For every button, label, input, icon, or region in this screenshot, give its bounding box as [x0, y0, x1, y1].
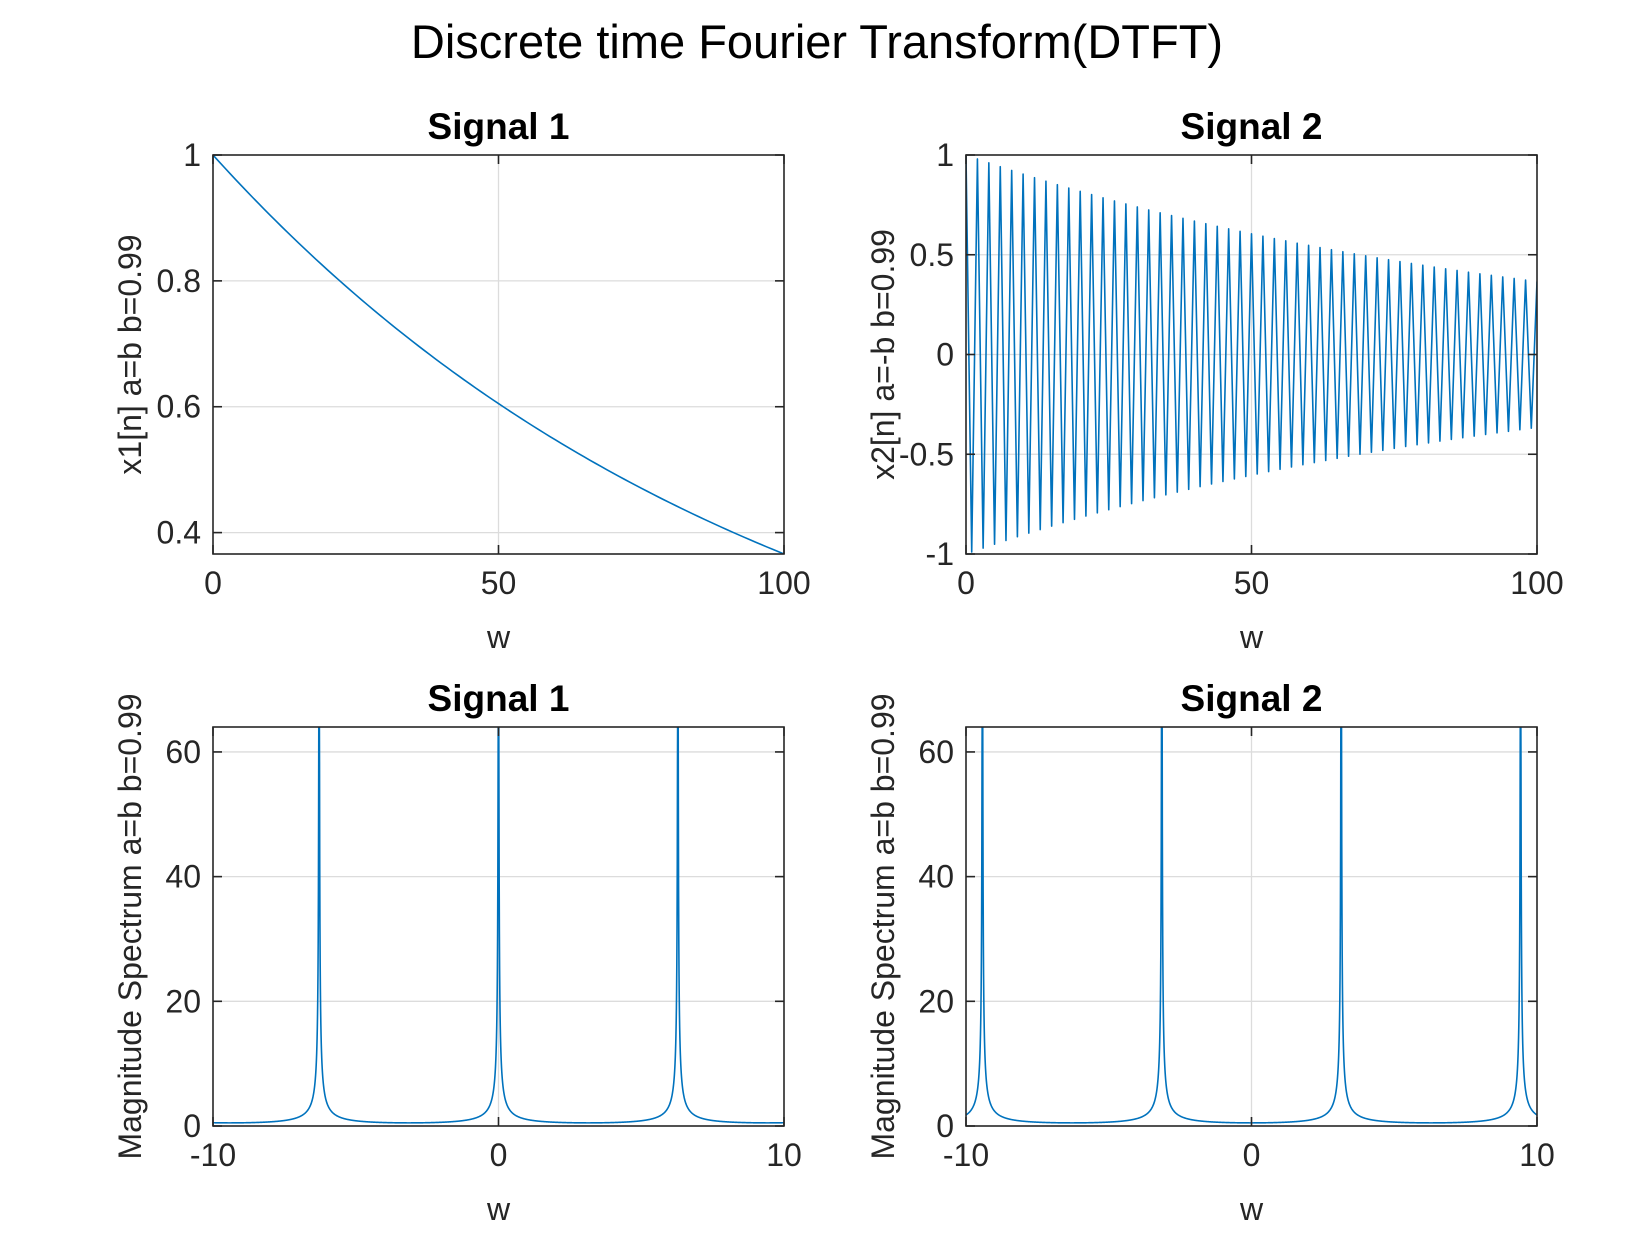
x-axis-label: w — [1239, 1191, 1264, 1227]
axes-title: Signal 2 — [1181, 678, 1323, 719]
figure-title: Discrete time Fourier Transform(DTFT) — [410, 15, 1224, 68]
y-tick-label: 0.6 — [157, 389, 201, 425]
x-tick-label: 10 — [1519, 1137, 1555, 1173]
x-tick-label: 10 — [766, 1137, 802, 1173]
axes-signal2-time: 0 50 100 -1 -0.5 0 0.5 1 Signal 2 w x2[n] a=-b b=0… — [865, 106, 1564, 655]
y-tick-label: 60 — [165, 734, 201, 770]
y-tick-label: 0 — [936, 337, 954, 373]
y-axis-label: Magnitude Spectrum a=b b=0.99 — [865, 693, 901, 1159]
x-tick-label: 0 — [204, 565, 222, 601]
x-tick-label: 0 — [1243, 1137, 1261, 1173]
x-tick-label: 0 — [957, 565, 975, 601]
y-axis-label: Magnitude Spectrum a=b b=0.99 — [112, 693, 148, 1159]
y-tick-label: 0.5 — [910, 237, 954, 273]
y-tick-label: 40 — [918, 859, 954, 895]
y-tick-label: 20 — [165, 983, 201, 1019]
x-tick-label: 50 — [1234, 565, 1270, 601]
y-axis-label: x1[n] a=b b=0.99 — [112, 234, 148, 474]
y-tick-label: 0 — [936, 1108, 954, 1144]
x-axis-label: w — [486, 619, 511, 655]
y-axis-label: x2[n] a=-b b=0.99 — [865, 229, 901, 480]
axes-signal1-time: 0 50 100 0.4 0.6 0.8 1 Signal 1 w x1[n] a=b b=0.9… — [112, 106, 811, 655]
y-tick-label: 0.8 — [157, 263, 201, 299]
axes-title: Signal 1 — [428, 106, 570, 147]
y-tick-label: 60 — [918, 734, 954, 770]
y-tick-label: -0.5 — [899, 436, 954, 472]
x-tick-label: 0 — [490, 1137, 508, 1173]
x-tick-label: -10 — [943, 1137, 989, 1173]
x-axis-label: w — [486, 1191, 511, 1227]
axes-title: Signal 1 — [428, 678, 570, 719]
series-line — [966, 155, 1537, 553]
y-tick-label: 1 — [936, 137, 954, 173]
axes-title: Signal 2 — [1181, 106, 1323, 147]
x-tick-label: 100 — [1510, 565, 1563, 601]
series-line — [213, 155, 784, 554]
y-tick-label: 20 — [918, 983, 954, 1019]
x-axis-label: w — [1239, 619, 1264, 655]
y-tick-label: 40 — [165, 859, 201, 895]
y-tick-label: 0.4 — [157, 515, 201, 551]
x-tick-label: -10 — [190, 1137, 236, 1173]
y-tick-label: 0 — [183, 1108, 201, 1144]
y-tick-label: 1 — [183, 137, 201, 173]
x-tick-label: 50 — [481, 565, 517, 601]
x-tick-label: 100 — [757, 565, 810, 601]
y-tick-label: -1 — [926, 536, 954, 572]
series-line — [213, 727, 784, 1124]
